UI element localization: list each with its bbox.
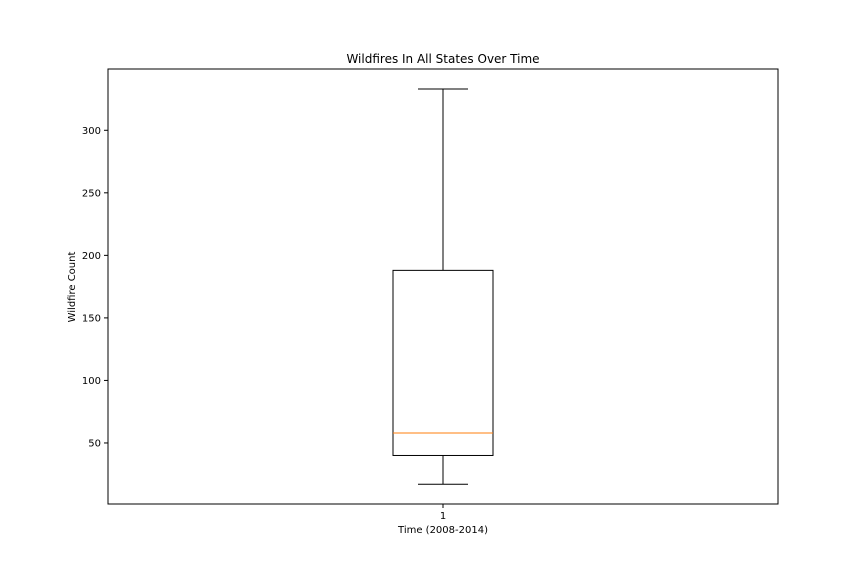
- x-axis-label: Time (2008-2014): [397, 525, 488, 536]
- iqr-box: [392, 269, 494, 456]
- chart-title: Wildfires In All States Over Time: [346, 52, 539, 66]
- x-tick-label: 1: [440, 511, 446, 522]
- x-axis-ticks: 1: [440, 504, 446, 522]
- box-series: [392, 88, 494, 485]
- y-tick-label: 300: [82, 126, 101, 137]
- y-axis-ticks: 50 100 150 200 250 300: [82, 126, 108, 449]
- y-axis-label: Wildfire Count: [67, 252, 78, 323]
- y-tick-label: 250: [82, 188, 101, 199]
- y-tick-label: 100: [82, 376, 101, 387]
- y-tick-label: 150: [82, 313, 101, 324]
- y-tick-label: 200: [82, 251, 101, 262]
- y-tick-label: 50: [88, 438, 101, 449]
